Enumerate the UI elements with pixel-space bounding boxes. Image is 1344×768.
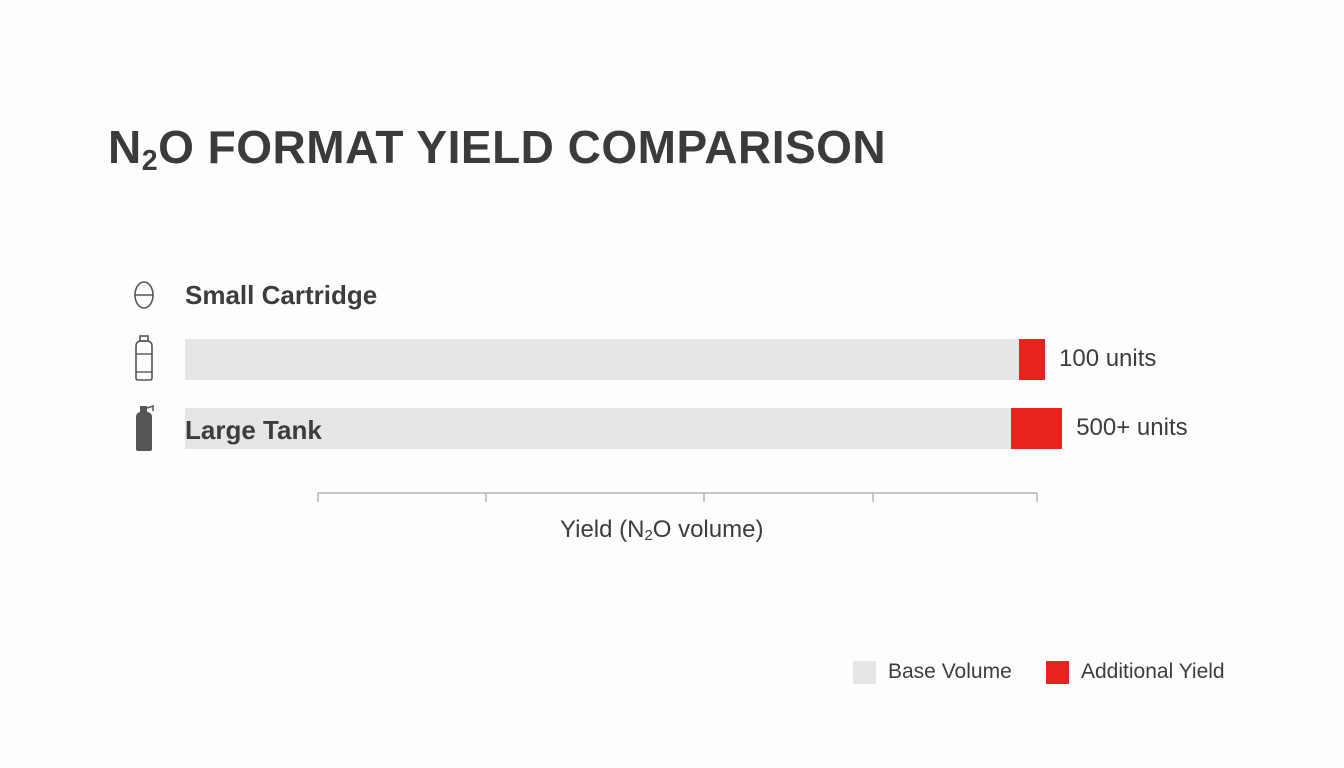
large-tank-icon <box>136 404 154 451</box>
data-label-canister: 100 units <box>1059 345 1157 372</box>
legend-item-base-volume: Base Volume <box>853 660 1012 684</box>
category-label-small-cartridge: Small Cartridge <box>185 280 378 310</box>
bar-additional-yield-large-tank <box>1010 408 1063 449</box>
canister-icon <box>135 335 153 381</box>
bar-additional-yield-canister <box>1019 339 1045 380</box>
data-label-large-tank: 500+ units <box>1076 414 1188 441</box>
legend-swatch-base-volume <box>853 660 876 684</box>
legend-label-base-volume: Base Volume <box>888 660 1012 683</box>
bar-base-volume-large-tank <box>185 408 1011 449</box>
legend-swatch-additional-yield <box>1046 660 1069 684</box>
bar-base-volume-canister <box>185 339 1020 380</box>
capsule-icon <box>134 281 154 309</box>
x-axis-label: Yield (N2O volume) <box>560 516 764 544</box>
legend-item-additional-yield: Additional Yield <box>1046 660 1225 684</box>
category-label-large-tank: Large Tank <box>185 415 322 445</box>
chart-title: N2O FORMAT YIELD COMPARISON <box>108 121 887 178</box>
legend-label-additional-yield: Additional Yield <box>1081 660 1225 683</box>
